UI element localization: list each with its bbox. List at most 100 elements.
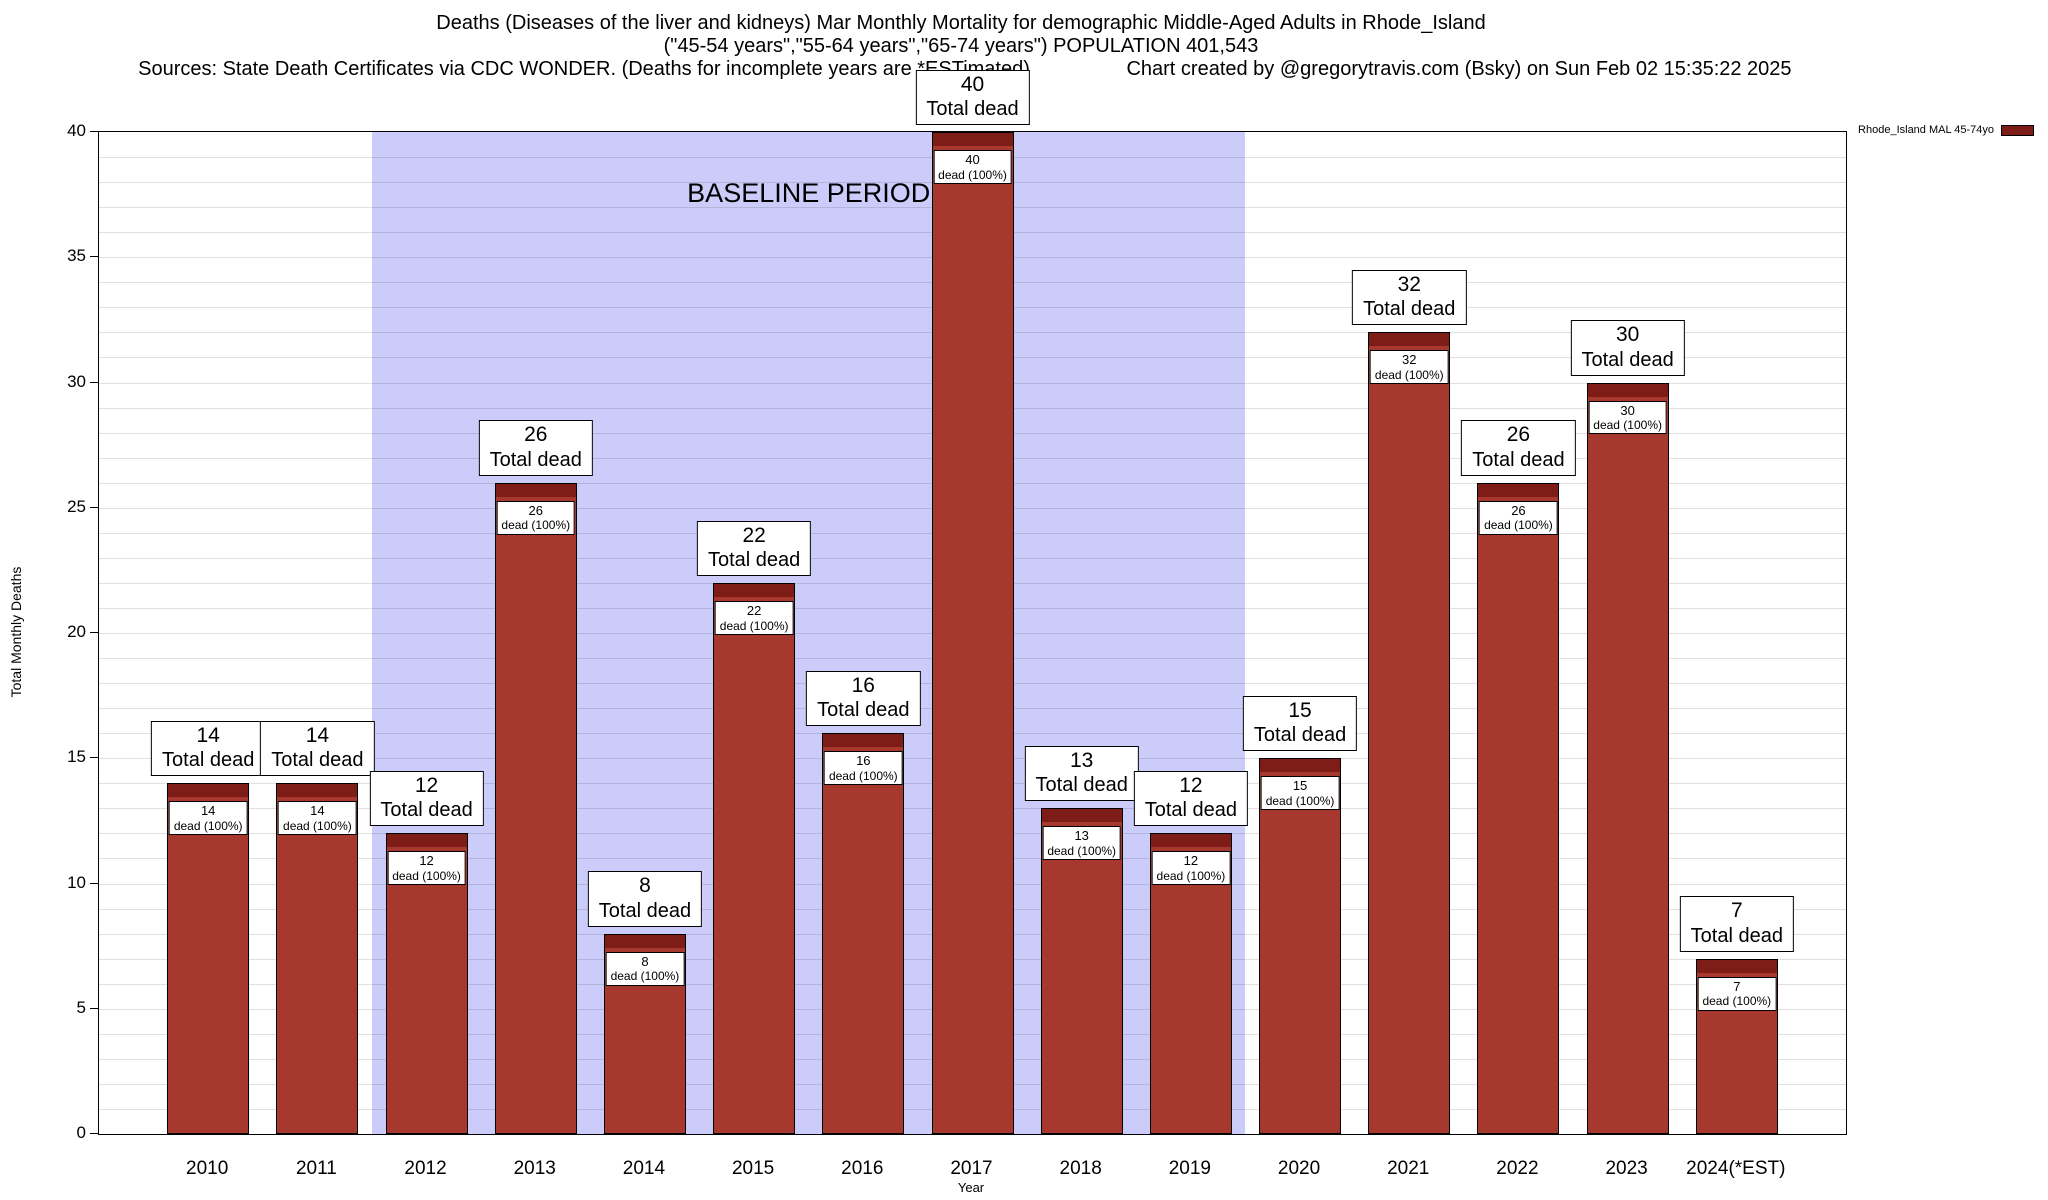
- y-tick-label: 0: [76, 1123, 86, 1142]
- bar-count-text: dead (100%): [501, 518, 571, 533]
- bar-count-text: dead (100%): [173, 818, 243, 833]
- bar-2020: 15 dead (100%): [1259, 758, 1342, 1134]
- x-tick-label-2013: 2013: [513, 1158, 556, 1179]
- baseline-period-label: BASELINE PERIOD: [687, 178, 931, 208]
- bar-total-value: 26: [524, 423, 548, 447]
- bar-count-value: 14: [200, 803, 216, 819]
- bar-count-value: 40: [965, 152, 980, 167]
- bar-total-value: 12: [414, 774, 439, 798]
- bar-count-text: dead (100%): [283, 818, 352, 833]
- bar-total-text: Total dead: [489, 448, 582, 471]
- bar-total-value: 15: [1288, 699, 1312, 722]
- bar-total-text: Total dead: [1253, 724, 1347, 747]
- bar-total-value: 12: [1179, 774, 1203, 798]
- legend: Rhode_Island MAL 45-74yo: [1858, 124, 2034, 136]
- bar-count-value: 12: [419, 853, 434, 869]
- bar-total-label: 8 Total dead: [587, 871, 703, 927]
- y-tick-mark: [90, 632, 98, 633]
- bar-count-label: 14 dead (100%): [168, 801, 248, 836]
- bar-count-text: dead (100%): [392, 869, 461, 883]
- x-tick-label-2021: 2021: [1387, 1158, 1430, 1179]
- bar-2011: 14 dead (100%): [276, 783, 359, 1134]
- x-tick-label-2014: 2014: [622, 1158, 666, 1179]
- y-tick-mark: [90, 131, 98, 132]
- bar-total-label: 12 Total dead: [369, 771, 484, 827]
- bar-count-text: dead (100%): [1374, 368, 1444, 382]
- x-tick-label-2011: 2011: [295, 1158, 337, 1179]
- legend-label: Rhode_Island MAL 45-74yo: [1858, 124, 1994, 136]
- x-tick-label-2024(*EST): 2024(*EST): [1686, 1158, 1786, 1179]
- bar-cap: [1260, 759, 1341, 773]
- bar-count-label: 12 dead (100%): [1151, 851, 1231, 886]
- bar-count-value: 26: [528, 502, 543, 518]
- bar-count-label: 26 dead (100%): [496, 500, 576, 535]
- bar-count-value: 32: [1402, 352, 1417, 368]
- y-tick-mark: [90, 757, 98, 759]
- bar-2019: 12 dead (100%): [1149, 833, 1232, 1134]
- bar-total-value: 7: [1730, 899, 1743, 923]
- bar-cap: [168, 784, 249, 798]
- bar-cap: [1696, 959, 1777, 973]
- bar-total-value: 14: [196, 724, 220, 748]
- y-tick-mark: [90, 1007, 98, 1009]
- x-tick-label-2018: 2018: [1059, 1158, 1102, 1179]
- bar-total-text: Total dead: [1144, 799, 1238, 822]
- bar-total-value: 30: [1615, 323, 1640, 347]
- bar-cap: [1587, 383, 1668, 397]
- x-tick-label-2022: 2022: [1496, 1158, 1539, 1179]
- x-tick-label-2019: 2019: [1168, 1158, 1212, 1179]
- bar-total-text: Total dead: [926, 98, 1019, 120]
- y-tick-mark: [90, 882, 98, 884]
- bar-count-value: 12: [1183, 853, 1199, 869]
- bar-count-value: 8: [641, 953, 649, 969]
- y-tick-mark: [90, 1133, 98, 1134]
- bar-total-value: 32: [1397, 273, 1421, 297]
- bar-total-label: 26 Total dead: [478, 420, 593, 476]
- bar-count-value: 16: [856, 753, 871, 769]
- bar-total-text: Total dead: [271, 749, 364, 772]
- bar-count-label: 13 dead (100%): [1042, 826, 1122, 861]
- bar-2012: 12 dead (100%): [385, 833, 468, 1134]
- y-tick-label: 20: [67, 622, 86, 641]
- plot-area: BASELINE PERIOD 14 dead (100%) 14 Total dead…: [98, 69, 1847, 1135]
- bar-count-label: 22 dead (100%): [714, 600, 794, 635]
- bar-cap: [604, 934, 685, 948]
- y-tick-mark: [90, 381, 98, 383]
- chart-title: Deaths (Diseases of the liver and kidney…: [436, 12, 1486, 34]
- x-tick-label-2016: 2016: [841, 1158, 884, 1179]
- bar-2017: 40 dead (100%): [931, 132, 1014, 1134]
- x-axis-label: Year: [957, 1180, 985, 1195]
- bar-count-label: 14 dead (100%): [278, 801, 357, 836]
- bar-total-value: 13: [1070, 749, 1094, 773]
- bar-total-text: Total dead: [1581, 348, 1674, 371]
- bar-total-text: Total dead: [1690, 924, 1783, 947]
- bar-count-text: dead (100%): [1047, 843, 1117, 858]
- bar-count-value: 7: [1733, 978, 1741, 994]
- bar-count-text: dead (100%): [1265, 793, 1335, 808]
- bar-total-label: 16 Total dead: [806, 670, 921, 727]
- y-tick-mark: [90, 506, 98, 508]
- bar-count-value: 14: [310, 803, 325, 819]
- bar-count-text: dead (100%): [828, 768, 898, 783]
- bar-count-text: dead (100%): [1156, 869, 1226, 883]
- bar-count-value: 30: [1620, 402, 1635, 418]
- bar-2010: 14 dead (100%): [167, 783, 250, 1134]
- bar-total-value: 8: [639, 874, 651, 898]
- bar-total-text: Total dead: [1035, 774, 1128, 797]
- bar-count-text: dead (100%): [938, 167, 1007, 182]
- bar-total-label: 13 Total dead: [1024, 746, 1139, 802]
- y-tick-label: 5: [76, 997, 86, 1017]
- bar-2015: 22 dead (100%): [713, 582, 796, 1134]
- bar-count-label: 40 dead (100%): [933, 150, 1012, 184]
- bar-count-label: 32 dead (100%): [1369, 350, 1449, 385]
- bar-total-label: 12 Total dead: [1133, 771, 1249, 827]
- bar-total-text: Total dead: [707, 548, 801, 571]
- bar-count-label: 30 dead (100%): [1588, 400, 1667, 435]
- bar-count-label: 12 dead (100%): [387, 851, 466, 886]
- bar-total-value: 40: [960, 72, 985, 96]
- bar-total-text: Total dead: [1472, 448, 1565, 471]
- bar-total-label: 40 Total dead: [915, 69, 1030, 125]
- bar-count-value: 22: [746, 602, 762, 618]
- bar-count-label: 7 dead (100%): [1697, 976, 1777, 1011]
